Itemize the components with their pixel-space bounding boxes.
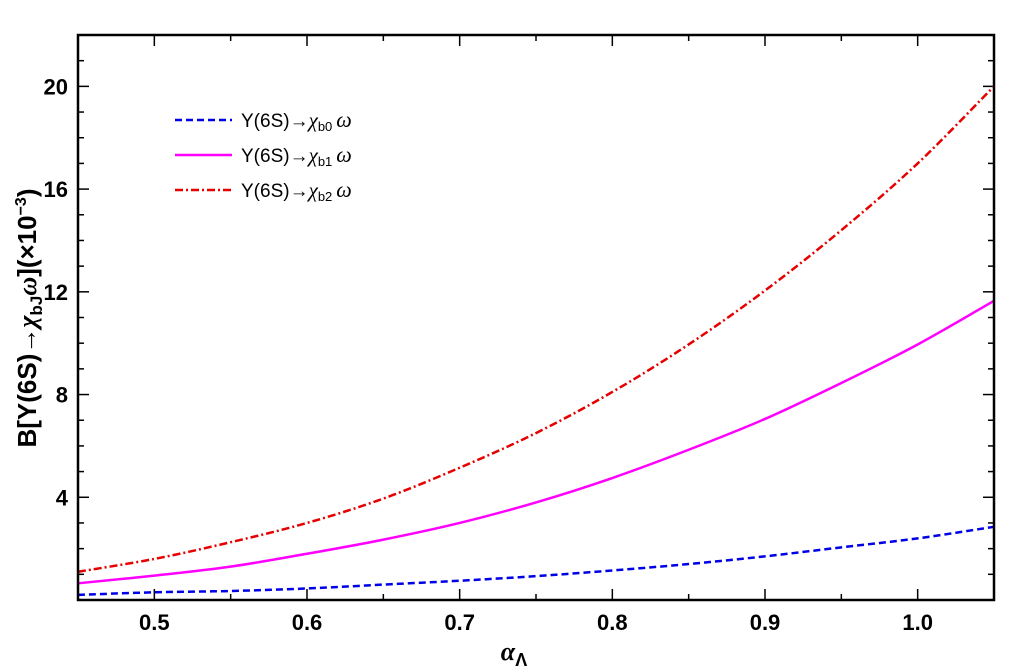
x-tick-label: 0.5 [139, 610, 170, 635]
x-axis-title: αΛ [501, 637, 527, 668]
y-tick-label: 12 [44, 280, 68, 305]
legend-sub: b2 [318, 189, 332, 204]
legend-prefix: Y(6S)→ [241, 181, 309, 202]
y-axis-title: B[Y(6S)→χbJω](×10−3) [12, 189, 46, 448]
legend-sub: b0 [318, 119, 332, 134]
y-axis-title-close: ) [12, 189, 42, 198]
legend-chi: χ [307, 108, 319, 132]
legend: Y(6S)→χb0 ωY(6S)→χb1 ωY(6S)→χb2 ω [175, 107, 352, 204]
x-axis-title-sub: Λ [515, 650, 527, 668]
legend-label-b2: Y(6S)→χb2 ω [241, 177, 352, 204]
series-layer [77, 85, 995, 597]
y-tick-label: 16 [44, 177, 68, 202]
legend-label-b1: Y(6S)→χb1 ω [241, 142, 352, 169]
plot-frame [76, 33, 996, 602]
legend-chi: χ [307, 143, 319, 167]
axis-ticks [78, 35, 994, 600]
y-axis-title-prefix: B[Y(6S)→ [12, 328, 42, 448]
y-axis-title-chi: χ [13, 315, 42, 331]
y-tick-label: 20 [44, 74, 68, 99]
legend-sub: b1 [318, 154, 332, 169]
legend-omega: ω [336, 107, 352, 132]
legend-prefix: Y(6S)→ [241, 111, 309, 132]
y-tick-label: 8 [56, 383, 68, 408]
y-tick-label: 4 [56, 485, 69, 510]
legend-omega: ω [336, 177, 352, 202]
y-tick-labels: 4 8 12 16 20 [44, 74, 69, 510]
x-tick-label: 0.9 [750, 610, 781, 635]
series-line-b2 [77, 85, 995, 573]
x-tick-label: 0.6 [292, 610, 323, 635]
y-axis-title-sub: bJ [27, 296, 46, 316]
legend-chi: χ [307, 178, 319, 202]
legend-omega: ω [336, 142, 352, 167]
series-line-b0 [77, 525, 995, 597]
y-axis-title-omega: ω [13, 277, 42, 296]
legend-prefix: Y(6S)→ [241, 146, 309, 167]
x-tick-labels: 0.5 0.6 0.7 0.8 0.9 1.0 [139, 610, 933, 635]
series-line-b1 [77, 299, 995, 585]
y-axis-title-exp: −3 [13, 197, 30, 215]
y-axis-title-suffix: ](×10 [12, 215, 42, 276]
x-tick-label: 0.7 [444, 610, 475, 635]
x-axis-title-main: α [501, 637, 516, 666]
legend-label-b0: Y(6S)→χb0 ω [241, 107, 352, 134]
x-tick-label: 0.8 [597, 610, 628, 635]
x-tick-label: 1.0 [902, 610, 933, 635]
